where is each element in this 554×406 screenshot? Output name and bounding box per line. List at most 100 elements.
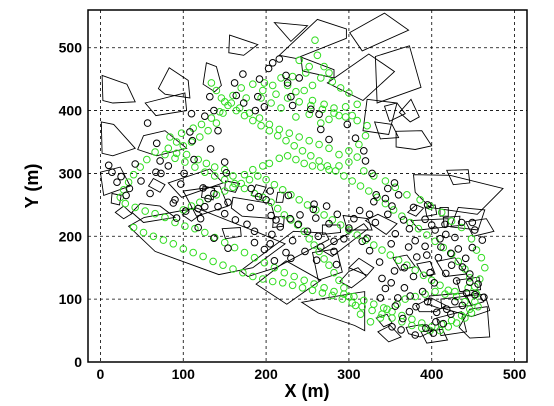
green-point [212,119,221,127]
green-point [310,280,318,288]
green-point [197,120,206,129]
green-point [303,201,312,209]
black-point [361,157,370,165]
black-point [317,243,325,251]
green-point [253,172,262,180]
black-point [394,191,403,199]
green-point [240,170,249,179]
black-point [436,235,444,243]
green-point [308,286,317,295]
building-outline [364,213,398,235]
black-point [381,284,390,293]
green-point [201,168,209,176]
black-point [266,240,275,248]
black-point [152,168,160,176]
green-point [365,187,373,195]
y-axis-label: Y (m) [22,164,42,209]
black-point [287,254,295,263]
black-point [310,200,318,208]
building-outline [137,130,188,157]
green-point [191,163,199,171]
green-point [220,187,229,195]
green-point [237,179,245,188]
black-point [268,59,277,67]
black-point [330,247,338,256]
black-point [314,232,323,241]
green-point [149,232,158,241]
black-point [439,319,448,328]
green-point [227,99,236,107]
green-point [164,144,173,153]
black-point [113,178,121,186]
green-point [419,271,428,280]
building-outline [415,297,447,313]
black-point [276,223,285,231]
black-point [480,293,488,302]
black-point [458,263,467,271]
green-point [171,154,179,163]
black-point [201,112,209,120]
green-point [403,261,411,270]
black-point [400,263,409,272]
black-point [201,202,209,211]
green-point [182,150,191,159]
black-point [423,297,432,306]
green-point [308,96,317,105]
green-point [461,265,469,273]
black-point [412,302,420,311]
green-point [360,296,368,305]
black-point [266,187,275,195]
building-outline [255,260,322,305]
green-point [300,159,309,168]
black-point [275,55,284,63]
green-point [249,116,257,125]
black-point [447,261,456,270]
green-point [292,113,300,121]
green-point [207,79,216,87]
y-tick-label: 200 [59,228,83,244]
green-point [388,314,396,322]
green-point [317,74,325,82]
black-point [404,243,413,251]
black-point [345,224,353,232]
black-point [429,329,438,337]
black-point [365,210,374,219]
black-point [287,92,295,101]
black-point [253,92,262,101]
black-point [260,103,269,111]
building-outline [349,12,410,52]
green-point [265,159,274,168]
green-point [330,109,338,117]
green-point [356,182,365,190]
building-outline [413,174,504,215]
green-point [320,211,328,219]
green-point [340,284,348,292]
black-point [418,287,427,296]
black-point [104,161,113,170]
building-outline [110,192,122,206]
black-point [454,245,463,253]
black-point [268,230,276,239]
green-point [411,292,420,301]
green-point [229,183,237,192]
black-point [288,236,297,245]
black-point [378,274,386,283]
green-point [177,129,186,137]
black-point [190,155,198,164]
green-point [340,290,348,298]
green-point [444,286,453,295]
black-point [442,230,450,239]
black-point [431,226,439,234]
green-point [323,162,332,170]
green-point [151,209,159,218]
green-point [414,224,423,233]
building-outline [465,218,495,237]
black-point [330,237,338,246]
black-point [423,201,432,209]
black-point [405,224,414,233]
green-point [320,255,328,263]
green-point [305,62,314,71]
green-point [310,241,318,249]
building-outline [147,177,166,193]
black-point [272,216,280,224]
